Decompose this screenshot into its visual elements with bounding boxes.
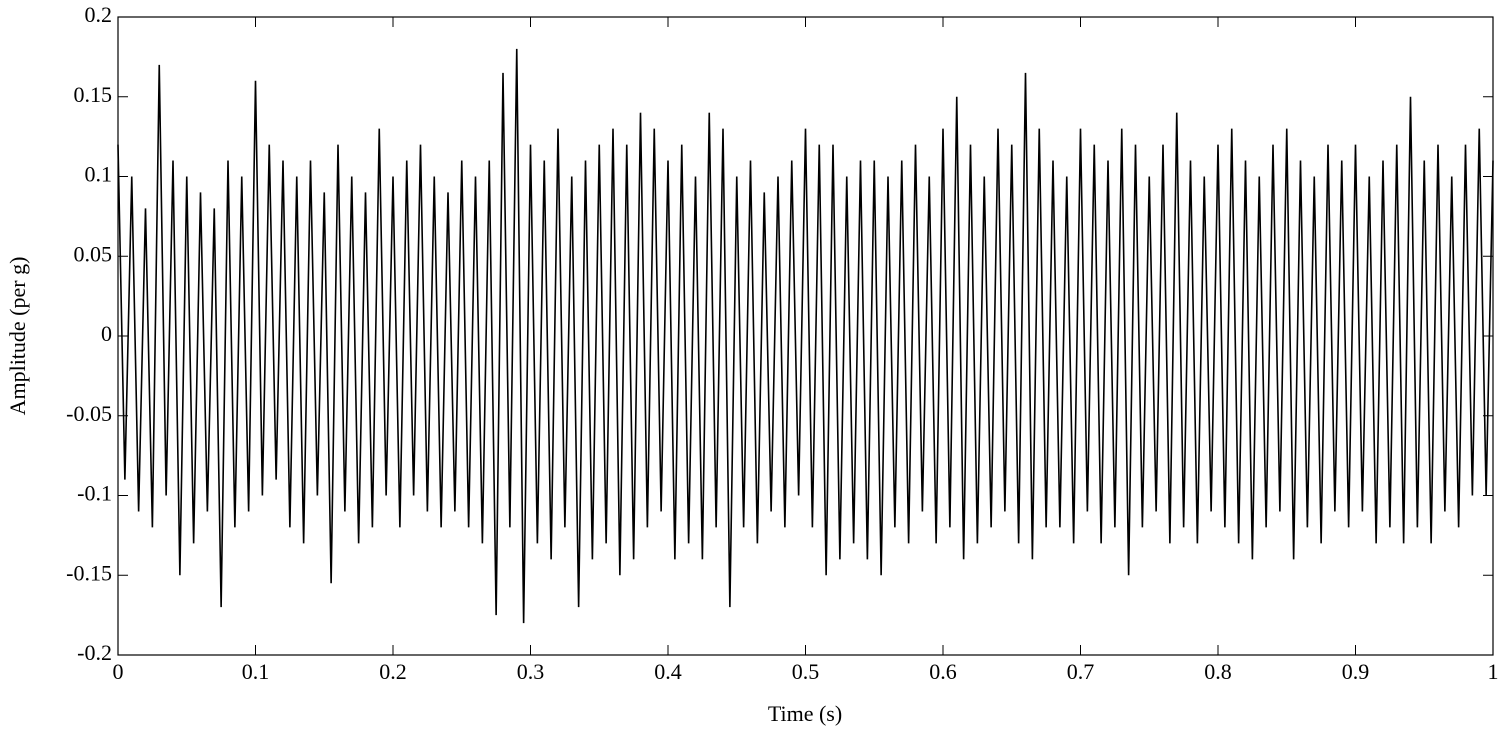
y-tick-label: -0.1 xyxy=(77,481,112,506)
x-tick-label: 0.7 xyxy=(1067,659,1095,684)
y-tick-label: -0.2 xyxy=(77,640,112,665)
x-tick-label: 0.4 xyxy=(654,659,682,684)
y-tick-label: -0.05 xyxy=(66,401,112,426)
y-tick-label: 0.05 xyxy=(74,241,113,266)
x-tick-label: 0.2 xyxy=(379,659,407,684)
x-tick-label: 0.9 xyxy=(1342,659,1370,684)
y-tick-label: 0 xyxy=(101,321,112,346)
x-tick-label: 0.6 xyxy=(929,659,957,684)
y-tick-label: 0.2 xyxy=(85,2,113,27)
y-tick-label: 0.15 xyxy=(74,82,113,107)
x-axis-label: Time (s) xyxy=(768,701,842,726)
x-tick-label: 0.3 xyxy=(517,659,545,684)
x-tick-label: 0.1 xyxy=(242,659,270,684)
signal-line xyxy=(117,48,1494,624)
x-tick-label: 0 xyxy=(113,659,124,684)
plot-frame xyxy=(117,16,1494,656)
x-tick-label: 1 xyxy=(1488,659,1499,684)
y-tick-label: 0.1 xyxy=(85,162,113,187)
x-tick-label: 0.8 xyxy=(1204,659,1232,684)
y-tick-label: -0.15 xyxy=(66,560,112,585)
x-tick-label: 0.5 xyxy=(792,659,820,684)
y-axis-label: Amplitude (per g) xyxy=(5,257,30,416)
